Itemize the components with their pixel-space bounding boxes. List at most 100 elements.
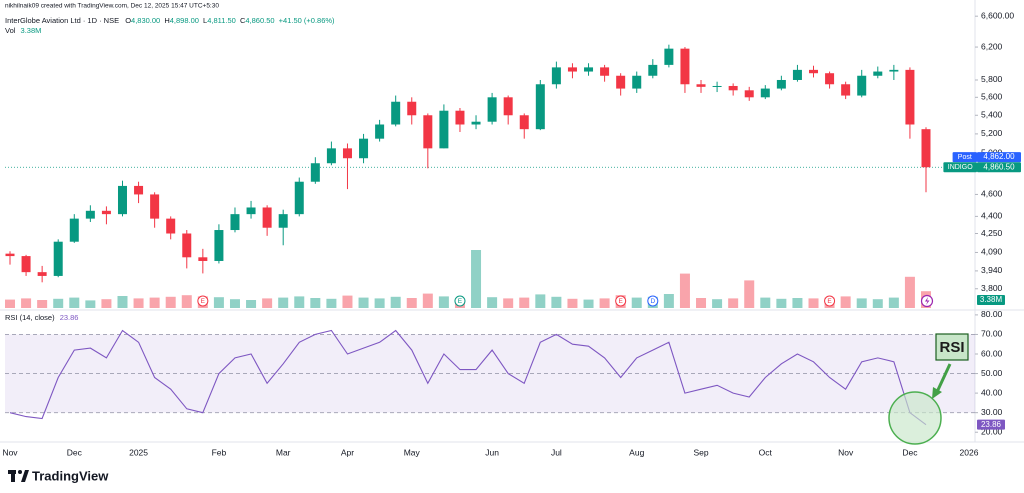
ohlc-value: 4,898.00 — [170, 16, 199, 25]
ohlc-value: 4,811.50 — [207, 16, 236, 25]
y-tick-label: 3,940 — [981, 265, 1003, 275]
candle-body — [21, 256, 31, 273]
rsi-tick-label: 70.00 — [981, 329, 1003, 339]
volume-bar — [872, 299, 883, 308]
candle-body — [310, 163, 320, 182]
volume-bar — [117, 296, 128, 308]
candle-body — [359, 138, 369, 159]
candle-body — [455, 110, 465, 125]
volume-bar — [792, 298, 803, 308]
volume-value: 3.38M — [21, 26, 42, 35]
volume-bar — [374, 298, 385, 308]
x-tick-label: 2025 — [129, 447, 148, 457]
volume-bar — [503, 298, 514, 308]
candle-body — [471, 121, 481, 125]
volume-bar — [888, 297, 899, 308]
annotation-arrow — [935, 363, 952, 393]
candle-body — [696, 84, 706, 87]
plot-layer: 3,8003,9404,0904,2504,4004,6005,0005,200… — [0, 0, 1024, 457]
candle-body — [632, 75, 642, 89]
y-tick-label: 5,800 — [981, 74, 1003, 84]
candle-body — [117, 185, 127, 215]
ohlc-prefix: L — [203, 16, 207, 25]
candle-body — [407, 101, 417, 116]
volume-bar — [696, 298, 707, 308]
ohlc-prefix: H — [164, 16, 169, 25]
x-tick-label: May — [404, 447, 421, 457]
change: +41.50 (+0.86%) — [279, 16, 335, 25]
candle-body — [535, 84, 545, 130]
ohlc-prefix: O — [125, 16, 131, 25]
volume-bar — [808, 298, 819, 308]
y-tick-label: 4,400 — [981, 211, 1003, 221]
rsi-tick-label: 40.00 — [981, 387, 1003, 397]
volume-bar — [840, 296, 851, 308]
y-tick-label: 4,090 — [981, 247, 1003, 257]
candle-body — [423, 115, 433, 149]
y-tick-label: 4,250 — [981, 228, 1003, 238]
candle-body — [760, 88, 770, 98]
volume-bar — [342, 295, 353, 308]
volume-bar — [246, 300, 257, 308]
volume-bar — [310, 298, 321, 308]
candle-body — [246, 207, 256, 215]
y-tick-label: 6,200 — [981, 41, 1003, 51]
brand-logo — [8, 470, 29, 482]
candle-body — [375, 124, 385, 139]
volume-bar — [535, 294, 546, 308]
volume-bar — [358, 297, 369, 308]
candle-body — [166, 218, 176, 234]
event-marker — [454, 295, 466, 307]
volume-bar — [213, 297, 224, 308]
ohlc-value: 4,830.00 — [131, 16, 160, 25]
volume-bar — [519, 297, 530, 308]
event-label: E — [827, 298, 832, 305]
candle-body — [776, 79, 786, 89]
price-label-name: Post — [958, 154, 972, 161]
price-label: 4,860.50 — [983, 162, 1015, 171]
symbol-title: InterGlobe Aviation Ltd · 1D · NSE — [5, 16, 119, 25]
volume-bar — [744, 280, 755, 308]
volume-bar — [631, 297, 642, 308]
candle-body — [889, 69, 899, 72]
event-marker — [615, 295, 627, 307]
x-tick-label: Sep — [693, 447, 708, 457]
rsi-tick-label: 50.00 — [981, 368, 1003, 378]
candle-body — [616, 75, 626, 89]
volume-bar — [406, 298, 417, 308]
candle-body — [182, 233, 192, 258]
candle-body — [53, 241, 63, 276]
candle-body — [294, 181, 304, 215]
candle-body — [198, 257, 208, 261]
candle-body — [728, 85, 738, 91]
volume-bar — [85, 300, 96, 308]
rsi-value: 23.86 — [60, 313, 79, 322]
candle-body — [841, 84, 851, 96]
x-tick-label: Apr — [341, 447, 354, 457]
ohlc-value: 4,860.50 — [245, 16, 274, 25]
volume-bar — [133, 298, 144, 308]
candle-body — [744, 90, 754, 98]
x-tick-label: Oct — [759, 447, 773, 457]
price-label-box — [977, 152, 1021, 163]
candle-body — [551, 67, 561, 85]
logo-part — [18, 470, 22, 474]
volume-bar — [262, 298, 273, 308]
rsi-line — [9, 329, 927, 426]
volume-bar — [712, 299, 723, 308]
candle-body — [503, 97, 513, 116]
volume-bar — [149, 297, 160, 308]
legend-line: InterGlobe Aviation Ltd · 1D · NSE O4,83… — [5, 16, 335, 25]
rsi-legend: RSI (14, close) 23.86 — [5, 313, 78, 322]
candle-body — [857, 75, 867, 96]
volume-bar — [776, 298, 787, 308]
event-marker — [824, 295, 836, 307]
x-tick-label: Mar — [276, 447, 291, 457]
rsi-tick-label: 60.00 — [981, 348, 1003, 358]
volume-bar — [471, 250, 482, 308]
rsi-tick-label: 80.00 — [981, 309, 1003, 319]
candle-body — [69, 218, 79, 242]
annotation-arrowhead — [932, 387, 942, 399]
